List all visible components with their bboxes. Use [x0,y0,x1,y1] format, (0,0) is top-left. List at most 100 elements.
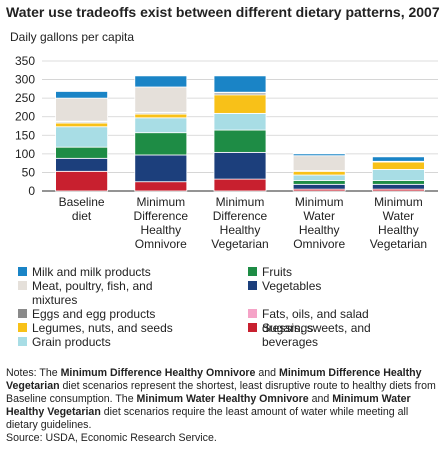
bar-segment [213,75,267,93]
bar-segment [134,132,188,156]
chart-notes: Notes: The Minimum Difference Healthy Om… [6,367,438,432]
y-tick-label: 0 [28,184,35,198]
legend-item: Eggs and egg products [18,307,198,321]
x-tick-label-line: Difference [134,209,189,223]
bar-segment [371,169,425,181]
notes-bold: Minimum Water Healthy Omnivore [136,393,309,405]
chart-title: Water use tradeoffs exist between differ… [6,4,440,20]
x-tick-label-line: Healthy [378,223,419,237]
x-tick-label: Minimum Difference Healthy Vegetarian [211,195,268,251]
legend-label: Legumes, nuts, and seeds [32,321,173,335]
bar-segment [134,86,188,113]
y-tick-label: 200 [15,110,35,124]
legend-item: Milk and milk products [18,265,198,279]
legend-swatch [18,267,27,276]
legend-swatch [248,267,257,276]
bar-segment [292,183,346,190]
x-tick-label-line: Minimum [216,195,265,209]
source-note: Source: USDA, Economic Research Service. [6,432,217,444]
bar-segment [55,97,108,122]
bar-segment [292,153,346,157]
bar-segment [55,157,108,172]
bar-segment [213,178,267,192]
x-tick-label-line: Vegetarian [211,237,268,251]
bar-segment [292,170,346,176]
legend-swatch [18,337,27,346]
y-tick-label: 100 [15,147,35,161]
legend-item: Meat, poultry, fish, and mixtures [18,279,198,307]
legend-label: Fats, oils, and salad dressings [262,307,369,335]
legend-item: Vegetables [248,279,408,293]
legend-item: Sugars, sweets, and beverages [248,321,408,349]
notes-text: and [308,393,333,405]
x-tick-label-line: Healthy [220,223,261,237]
notes-bold: Minimum Water Healthy Vegetarian [6,393,411,418]
bar-segment [213,129,267,153]
bar-segment [134,117,188,134]
bar-segment [55,122,108,128]
y-tick-label: 300 [15,73,35,87]
bar-segment [213,112,267,131]
x-tick-label: Minimum Water Healthy Omnivore [293,195,345,251]
x-tick-label-line: Minimum [136,195,185,209]
bar-segment [213,94,267,114]
notes-text: and [255,367,279,379]
bar-segment [134,154,188,183]
y-tick-label: 150 [15,128,35,142]
y-tick-label: 250 [15,91,35,105]
x-tick-label-line: Healthy [299,223,340,237]
bar-segment [371,156,425,162]
x-tick-label-line: Water [303,209,335,223]
bar-segment [134,113,188,119]
x-tick-label: Baseline diet [59,195,105,223]
legend-swatch [248,323,257,332]
legend-label: Milk and milk products [32,265,151,279]
y-axis-label: Daily gallons per capita [10,30,135,44]
legend-swatch [18,309,27,318]
x-tick-label-line: Vegetarian [370,237,427,251]
bar-segment [134,181,188,192]
legend-swatch [18,281,27,290]
legend-label: Sugars, sweets, and beverages [262,321,371,349]
bar-segment [371,183,425,190]
bar-segment [55,170,108,192]
y-tick-label: 50 [22,165,36,179]
bar-segment [371,161,425,170]
notes-text: diet scenarios represent the shortest, l… [6,380,436,405]
x-tick-label-line: Minimum [295,195,344,209]
x-tick-label-line: Omnivore [293,237,345,251]
x-tick-label: Minimum Difference Healthy Omnivore [134,195,189,251]
bar-segment [213,151,267,180]
x-tick-label-line: diet [72,209,92,223]
x-tick-label-line: Healthy [140,223,181,237]
notes-bold: Minimum Difference Healthy Vegetarian [6,367,422,392]
legend-item: Fats, oils, and salad dressings [248,307,408,335]
legend-label: Vegetables [262,279,322,293]
bar-segment [292,155,346,171]
stacked-bar-chart: 0 50 100 150 200 250 300 350 Baseline diet Minimum… [15,54,438,251]
bar-segment [55,146,108,159]
legend-label: Meat, poultry, fish, and mixtures [32,279,153,307]
x-tick-label: Minimum Water Healthy Vegetarian [370,195,427,251]
x-tick-label-line: Omnivore [135,237,187,251]
bar-segment [371,180,425,185]
legend-swatch [248,281,257,290]
legend-item: Grain products [18,335,198,349]
bar-segment [292,180,346,185]
x-tick-label-line: Water [383,209,415,223]
legend-item: Legumes, nuts, and seeds [18,321,198,335]
x-tick-label-line: Difference [213,209,268,223]
bar-segment [55,126,108,148]
x-tick-label-line: Baseline [59,195,105,209]
bar-segment [292,174,346,181]
notes-text: Notes: The [6,367,61,379]
legend-swatch [18,323,27,332]
x-tick-label-line: Minimum [374,195,423,209]
y-tick-label: 350 [15,54,35,68]
bar-segment [134,75,188,88]
legend-label: Eggs and egg products [32,307,156,321]
notes-bold: Minimum Difference Healthy Omnivore [60,367,256,379]
legend-label: Grain products [32,335,111,349]
legend-item: Fruits [248,265,408,279]
bar-segment [55,91,108,99]
